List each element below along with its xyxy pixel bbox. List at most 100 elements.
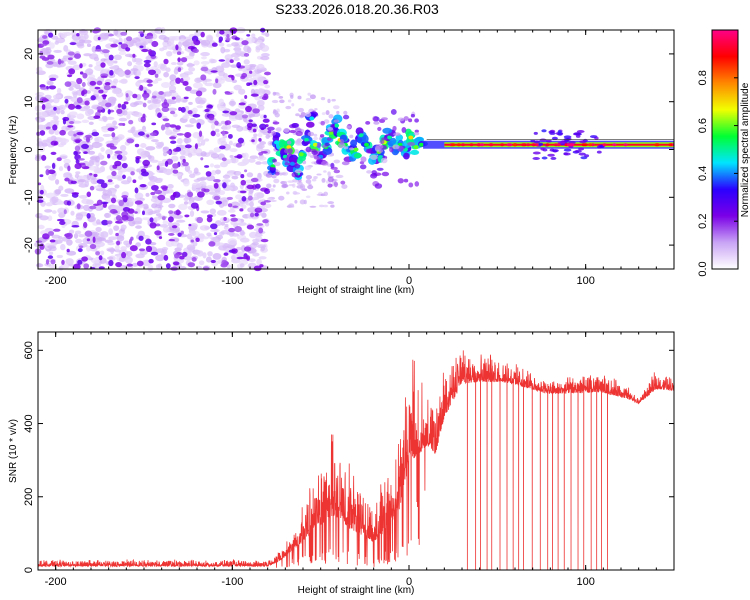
spectrogram-cell	[210, 228, 220, 233]
spectrogram-cell	[116, 108, 123, 115]
spectrogram-cell	[551, 136, 558, 140]
spectrogram-cell	[60, 243, 66, 251]
spectrogram-cell	[67, 60, 77, 65]
spectrogram-cell	[117, 170, 123, 176]
spectrogram-cell	[271, 174, 277, 179]
spectrogram-cell	[180, 106, 186, 113]
colorbar: 0.0 0.2 0.4 0.6 0.8 Normalized spectral ampl…	[697, 29, 750, 277]
spectrogram-cell	[273, 161, 281, 167]
spectrogram-x-axis-label: Height of straight line (km)	[298, 285, 415, 296]
spectrogram-cell	[170, 155, 179, 162]
spectrogram-cell	[252, 108, 260, 114]
spectrogram-cell	[342, 114, 350, 120]
spectrogram-cell	[202, 266, 210, 271]
spectrogram-cell	[116, 240, 121, 246]
spectrogram-cell	[37, 224, 45, 230]
spectrogram-cell	[84, 100, 90, 106]
spectrogram-cell	[188, 101, 193, 105]
spectrogram-cell	[204, 108, 210, 113]
spectrogram-cell	[134, 187, 139, 194]
spectrogram-cell	[205, 256, 212, 263]
spectrogram-cell	[489, 143, 494, 147]
spectrogram-cell	[234, 226, 242, 233]
spectrogram-cell	[221, 124, 232, 130]
spectrogram-cell	[235, 142, 242, 148]
spectrogram-cell	[379, 140, 385, 144]
spectrogram-cell	[241, 114, 249, 119]
spectrogram-cell	[46, 80, 54, 86]
spectrogram-cell	[184, 144, 192, 149]
colorbar-label: Normalized spectral amplitude	[740, 82, 750, 217]
spectrogram-cell	[89, 243, 97, 249]
spectrogram-cell	[56, 157, 62, 162]
spectrogram-cell	[83, 151, 88, 154]
spectrogram-cell	[333, 181, 338, 188]
spectrogram-cell	[578, 152, 586, 156]
spectrogram-cell	[260, 201, 267, 206]
spectrogram-cell	[305, 97, 312, 101]
spectrogram-cell	[170, 61, 177, 66]
spectrogram-cell	[193, 147, 203, 154]
spectrogram-cell	[227, 209, 236, 213]
spectrogram-cell	[110, 197, 117, 204]
spectrogram-cell	[319, 134, 325, 138]
spectrogram-cell	[252, 128, 257, 133]
spectrogram-cell	[255, 161, 262, 165]
spectrogram-cell	[200, 210, 210, 214]
spectrogram-cell	[218, 98, 225, 106]
spectrogram-cell	[260, 44, 270, 52]
spectrogram-cell	[269, 188, 275, 192]
spectrogram-cell	[112, 210, 118, 214]
spectrogram-cell	[107, 154, 111, 159]
spectrogram-cell	[260, 238, 269, 243]
spectrogram-cell	[130, 68, 139, 72]
spectrogram-cell	[296, 181, 303, 186]
spectrogram-cell	[219, 30, 225, 35]
spectrogram-cell	[187, 110, 193, 115]
spectrogram-cell	[193, 39, 197, 45]
spectrogram-cell	[195, 237, 200, 242]
spectrogram-cell	[149, 222, 157, 229]
spectrogram-cell	[271, 99, 279, 104]
spectrogram-cell	[121, 162, 128, 169]
spectrogram-cell	[107, 127, 115, 132]
spectrogram-cell	[134, 76, 140, 80]
spectrogram-cell	[106, 220, 113, 225]
spectrogram-cell	[107, 189, 113, 197]
spectrogram-cell	[124, 69, 131, 76]
spectrogram-cell	[242, 64, 251, 69]
spectrogram-cell	[570, 143, 575, 147]
spectrogram-cell	[100, 250, 105, 256]
spectrogram-cell	[137, 230, 145, 238]
spectrogram-cell	[39, 130, 46, 136]
spectrogram-cell	[236, 246, 242, 251]
spectrogram-cell	[410, 113, 415, 118]
spectrogram-cell	[70, 180, 77, 184]
spectrogram-cell	[113, 29, 119, 36]
spectrogram-cell	[72, 64, 81, 71]
spectrogram-cell	[263, 80, 269, 85]
spectrogram-cell	[100, 231, 109, 239]
spectrogram-cell	[171, 96, 176, 100]
spectrogram-cell	[57, 143, 65, 148]
spectrogram-cell	[230, 214, 236, 217]
spectrogram-cell	[258, 256, 267, 260]
spectrogram-cell	[145, 238, 152, 245]
spectrogram-cell	[95, 251, 101, 256]
spectrogram-cell	[175, 77, 182, 84]
spectrogram-cell	[382, 127, 393, 134]
spectrogram-cell	[51, 234, 61, 239]
spectrogram-cell	[256, 192, 265, 199]
spectrogram-cell	[155, 213, 162, 217]
spectrogram-cell	[178, 203, 188, 211]
spectrogram-cell	[176, 138, 183, 145]
spectrogram-cell	[200, 39, 211, 46]
spectrogram-cell	[129, 245, 138, 252]
spectrogram-cell	[248, 158, 256, 163]
spectrogram-cell	[107, 242, 115, 246]
spectrogram-cell	[572, 132, 581, 136]
spectrogram-cell	[147, 264, 154, 272]
spectrogram-cell	[56, 87, 62, 94]
spectrogram-cell	[548, 130, 555, 134]
spectrogram-cell	[50, 151, 57, 156]
